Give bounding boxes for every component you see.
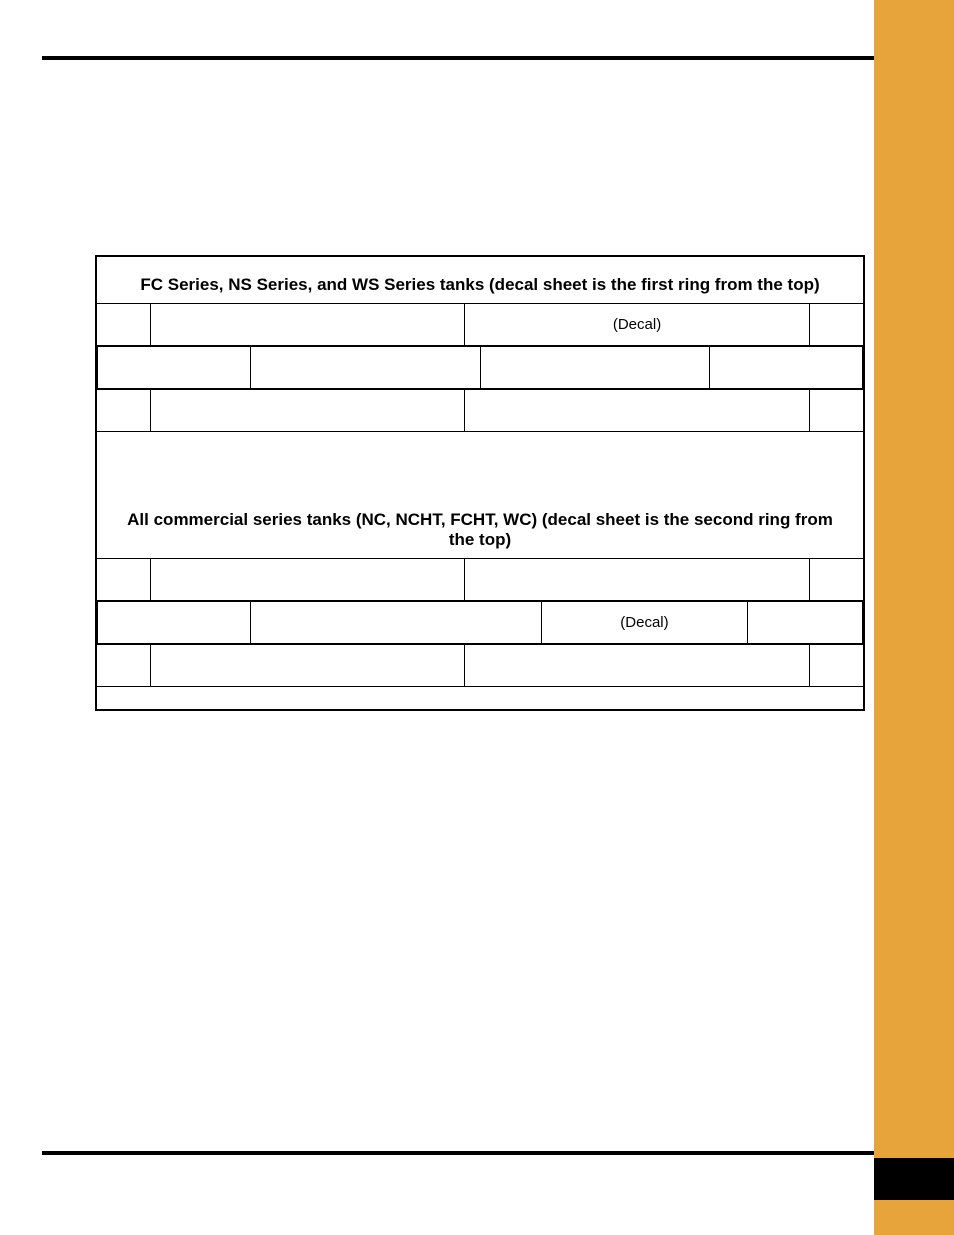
table-cell — [251, 602, 542, 644]
section-gap — [97, 432, 863, 492]
section-2-table-c — [97, 644, 863, 687]
table-cell — [97, 304, 151, 346]
table-cell — [151, 304, 465, 346]
section-2: All commercial series tanks (NC, NCHT, F… — [97, 492, 863, 687]
table-cell-decal: (Decal) — [541, 602, 748, 644]
table-row — [97, 559, 863, 601]
table-row: (Decal) — [97, 304, 863, 346]
table-row — [98, 347, 863, 389]
table-cell — [710, 347, 863, 389]
footer-rule — [42, 1151, 874, 1155]
table-cell — [97, 645, 151, 687]
section-1-table: (Decal) — [97, 303, 863, 346]
section-1-table-b — [97, 346, 863, 389]
table-cell — [251, 347, 481, 389]
table-cell — [465, 390, 810, 432]
table-cell — [151, 559, 465, 601]
table-cell — [748, 602, 863, 644]
table-cell-decal: (Decal) — [465, 304, 810, 346]
section-2-table — [97, 558, 863, 601]
table-cell — [809, 645, 863, 687]
table-row — [97, 645, 863, 687]
table-cell — [98, 347, 251, 389]
table-cell — [151, 390, 465, 432]
table-cell — [809, 559, 863, 601]
table-cell — [809, 390, 863, 432]
right-sidebar-black-block — [874, 1158, 954, 1200]
box-bottom-pad — [97, 687, 863, 709]
table-cell — [465, 559, 810, 601]
table-cell — [98, 602, 251, 644]
section-1-table-c — [97, 389, 863, 432]
diagram-box: FC Series, NS Series, and WS Series tank… — [95, 255, 865, 711]
header-rule — [42, 56, 874, 60]
table-row: (Decal) — [98, 602, 863, 644]
table-cell — [480, 347, 710, 389]
table-cell — [465, 645, 810, 687]
right-sidebar — [874, 0, 954, 1235]
table-cell — [809, 304, 863, 346]
table-cell — [97, 390, 151, 432]
table-cell — [97, 559, 151, 601]
section-1: FC Series, NS Series, and WS Series tank… — [97, 257, 863, 432]
table-cell — [151, 645, 465, 687]
section-2-table-b: (Decal) — [97, 601, 863, 644]
table-row — [97, 390, 863, 432]
section-1-title: FC Series, NS Series, and WS Series tank… — [127, 275, 833, 295]
section-2-title: All commercial series tanks (NC, NCHT, F… — [127, 510, 833, 550]
